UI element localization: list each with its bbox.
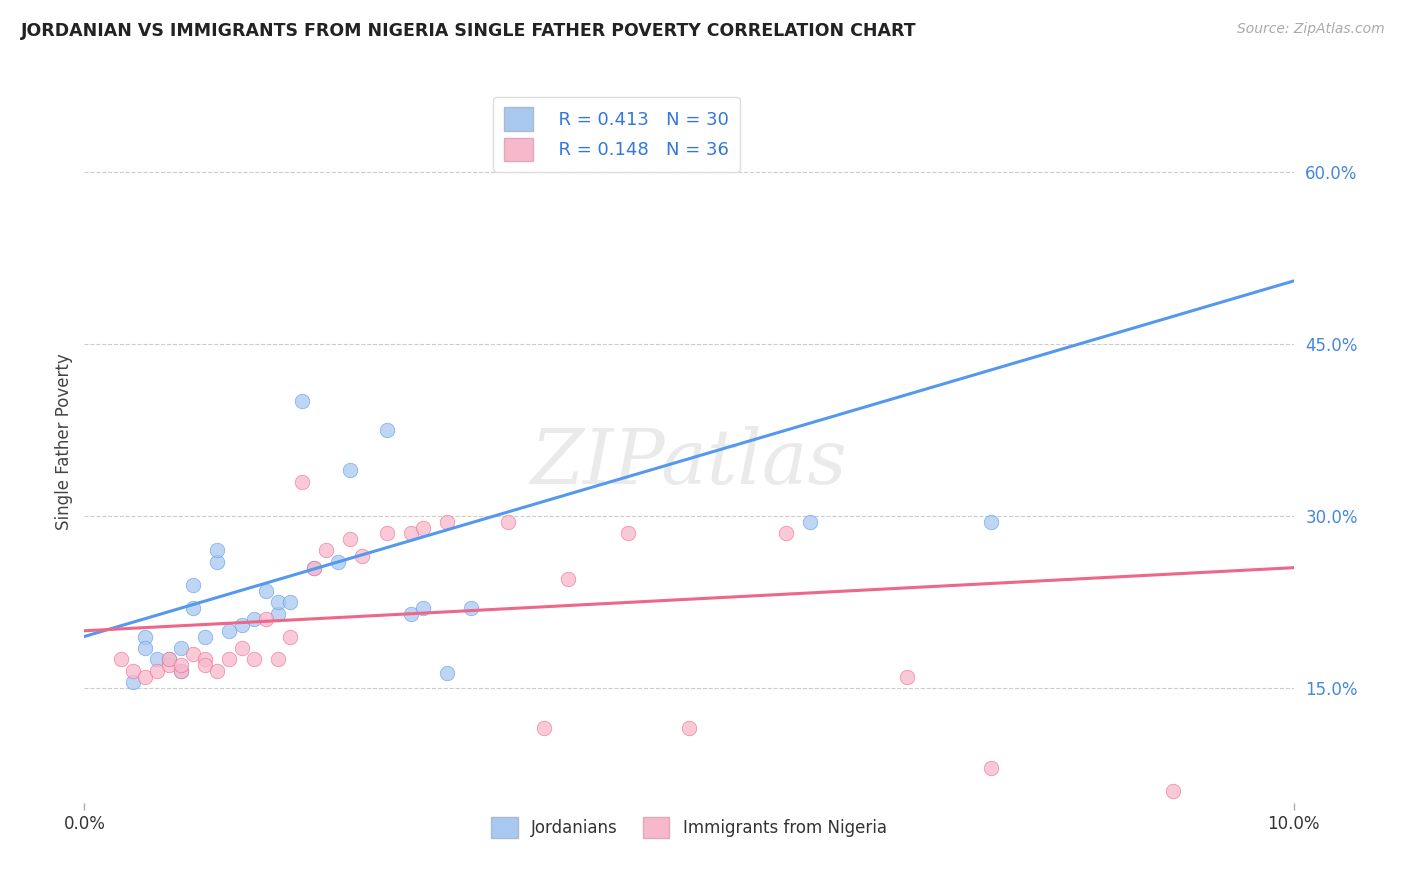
Point	[399, 526, 422, 541]
Point	[218, 652, 240, 666]
Point	[134, 670, 156, 684]
Point	[170, 658, 193, 673]
Point	[242, 612, 264, 626]
Point	[157, 658, 180, 673]
Point	[181, 600, 204, 615]
Point	[181, 647, 204, 661]
Point	[134, 640, 156, 655]
Point	[460, 600, 482, 615]
Point	[170, 664, 193, 678]
Point	[328, 555, 350, 569]
Point	[896, 670, 918, 684]
Point	[242, 652, 264, 666]
Point	[267, 652, 290, 666]
Point	[157, 652, 180, 666]
Point	[375, 423, 398, 437]
Point	[775, 526, 797, 541]
Point	[412, 520, 434, 534]
Point	[267, 595, 290, 609]
Point	[375, 526, 398, 541]
Point	[170, 640, 193, 655]
Point	[496, 515, 519, 529]
Point	[399, 607, 422, 621]
Point	[533, 721, 555, 735]
Text: ZIPatlas: ZIPatlas	[530, 426, 848, 500]
Point	[339, 532, 361, 546]
Point	[146, 652, 169, 666]
Point	[231, 640, 253, 655]
Text: JORDANIAN VS IMMIGRANTS FROM NIGERIA SINGLE FATHER POVERTY CORRELATION CHART: JORDANIAN VS IMMIGRANTS FROM NIGERIA SIN…	[21, 22, 917, 40]
Point	[146, 664, 169, 678]
Point	[1161, 784, 1184, 798]
Point	[302, 560, 325, 574]
Point	[557, 572, 579, 586]
Point	[436, 515, 458, 529]
Point	[617, 526, 640, 541]
Point	[436, 666, 458, 681]
Text: Source: ZipAtlas.com: Source: ZipAtlas.com	[1237, 22, 1385, 37]
Point	[194, 652, 217, 666]
Point	[678, 721, 700, 735]
Point	[157, 652, 180, 666]
Point	[207, 664, 229, 678]
Point	[194, 630, 217, 644]
Point	[121, 664, 143, 678]
Point	[218, 624, 240, 638]
Point	[170, 664, 193, 678]
Point	[980, 515, 1002, 529]
Point	[134, 630, 156, 644]
Point	[207, 543, 229, 558]
Y-axis label: Single Father Poverty: Single Father Poverty	[55, 353, 73, 530]
Point	[315, 543, 337, 558]
Point	[291, 394, 314, 409]
Point	[254, 612, 277, 626]
Point	[412, 600, 434, 615]
Point	[121, 675, 143, 690]
Point	[110, 652, 132, 666]
Point	[207, 555, 229, 569]
Point	[267, 607, 290, 621]
Point	[339, 463, 361, 477]
Point	[352, 549, 374, 564]
Point	[278, 630, 301, 644]
Point	[231, 618, 253, 632]
Point	[194, 658, 217, 673]
Point	[291, 475, 314, 489]
Point	[181, 578, 204, 592]
Point	[980, 761, 1002, 775]
Point	[254, 583, 277, 598]
Legend: Jordanians, Immigrants from Nigeria: Jordanians, Immigrants from Nigeria	[485, 810, 893, 845]
Point	[278, 595, 301, 609]
Point	[799, 515, 821, 529]
Point	[302, 560, 325, 574]
